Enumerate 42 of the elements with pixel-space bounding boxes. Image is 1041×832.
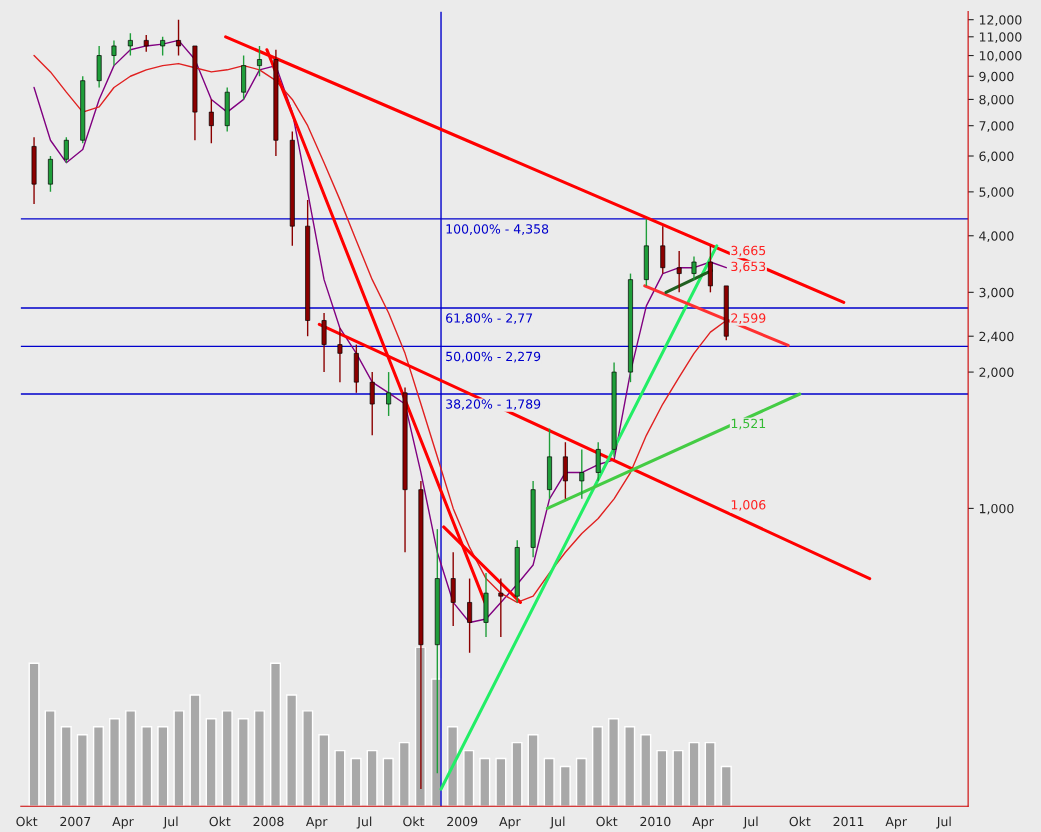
y-tick-label: 1,000 bbox=[979, 503, 1014, 515]
annotation: 2,599 bbox=[731, 313, 766, 325]
annotation: 1,521 bbox=[731, 418, 766, 430]
y-tick-label: 7,000 bbox=[979, 121, 1014, 132]
x-tick-label: Apr bbox=[885, 817, 907, 829]
y-tick-label: 2,400 bbox=[979, 331, 1014, 343]
y-tick-label: 11,000 bbox=[979, 32, 1022, 43]
y-tick-label: 10,000 bbox=[979, 51, 1022, 62]
x-tick-label: Okt bbox=[789, 816, 811, 827]
annotation: 50,00% - 2,279 bbox=[446, 351, 541, 363]
annotation: 3,653 bbox=[731, 261, 766, 273]
x-tick-label: Apr bbox=[305, 817, 328, 829]
x-tick-label: Okt bbox=[209, 816, 231, 827]
x-tick-label: Jul bbox=[742, 816, 758, 829]
x-tick-label: Apr bbox=[112, 817, 134, 829]
annotation: 1,006 bbox=[731, 500, 766, 511]
y-tick-label: 6,000 bbox=[979, 151, 1014, 163]
annotation: 38,20% - 1,789 bbox=[446, 399, 541, 411]
x-tick-label: Okt bbox=[596, 816, 618, 827]
y-tick-label: 9,000 bbox=[979, 71, 1014, 83]
y-tick-label: 4,000 bbox=[979, 231, 1014, 242]
annotation: 3,665 bbox=[731, 245, 766, 257]
y-tick-label: 2,000 bbox=[979, 367, 1014, 379]
y-tick-label: 12,000 bbox=[979, 15, 1022, 26]
y-tick-label: 5,000 bbox=[979, 187, 1014, 199]
x-tick-label: 2009 bbox=[447, 816, 478, 827]
x-tick-label: Apr bbox=[692, 817, 714, 829]
annotation: 61,80% - 2,77 bbox=[446, 313, 533, 325]
y-tick-label: 8,000 bbox=[979, 94, 1014, 106]
annotation: 100,00% - 4,358 bbox=[446, 224, 549, 235]
x-tick-label: Jul bbox=[356, 816, 372, 829]
x-tick-label: 2008 bbox=[253, 816, 284, 827]
x-tick-label: Jul bbox=[549, 816, 565, 829]
x-tick-label: 2007 bbox=[60, 816, 91, 827]
x-tick-label: Jul bbox=[936, 816, 951, 829]
x-tick-label: Jul bbox=[162, 816, 178, 829]
x-tick-label: Okt bbox=[16, 816, 38, 827]
x-tick-label: 2011 bbox=[833, 816, 864, 827]
x-tick-label: 2010 bbox=[640, 816, 671, 827]
y-tick-label: 3,000 bbox=[979, 287, 1014, 299]
x-tick-label: Apr bbox=[499, 817, 521, 829]
x-tick-label: Okt bbox=[403, 816, 425, 827]
